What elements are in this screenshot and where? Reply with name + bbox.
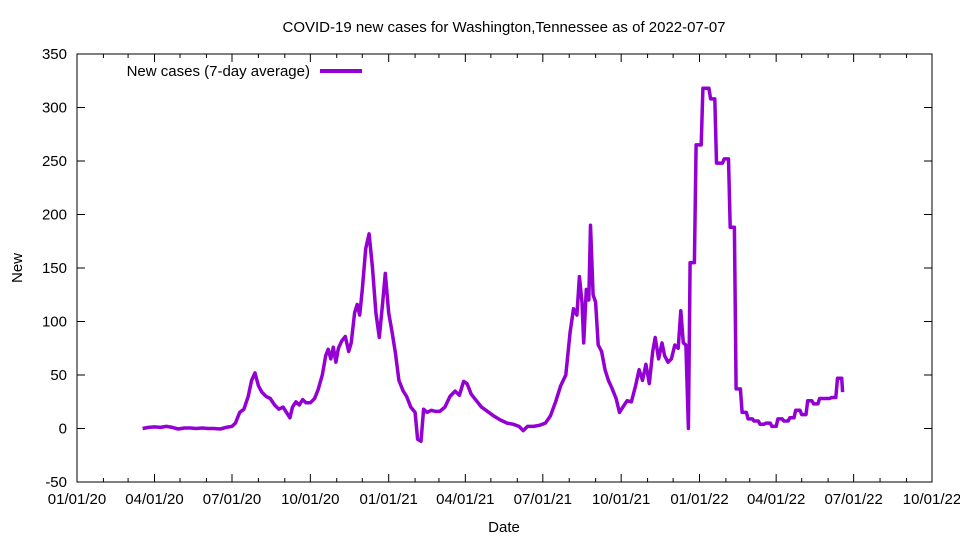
x-tick-label: 01/01/22 xyxy=(670,491,728,508)
x-tick-label: 01/01/21 xyxy=(359,491,417,508)
x-tick-label: 10/01/21 xyxy=(592,491,650,508)
x-tick-label: 07/01/21 xyxy=(514,491,572,508)
x-tick-label: 07/01/22 xyxy=(824,491,882,508)
y-tick-label: 200 xyxy=(42,207,67,224)
y-tick-label: -50 xyxy=(45,474,67,491)
y-tick-label: 50 xyxy=(50,367,67,384)
x-tick-label: 04/01/20 xyxy=(125,491,183,508)
x-tick-label: 10/01/22 xyxy=(903,491,960,508)
legend: New cases (7-day average) xyxy=(127,63,362,80)
y-tick-label: 300 xyxy=(42,100,67,117)
legend-label: New cases (7-day average) xyxy=(127,63,310,80)
x-tick-label: 04/01/21 xyxy=(436,491,494,508)
y-tick-label: 350 xyxy=(42,46,67,63)
y-tick-label: 150 xyxy=(42,260,67,277)
plot-frame xyxy=(76,53,933,483)
y-tick-label: 250 xyxy=(42,153,67,170)
y-axis-ticks: -50 0 50 100 150 200 250 300 350 xyxy=(42,46,932,491)
x-tick-label: 07/01/20 xyxy=(203,491,261,508)
x-tick-label: 01/01/20 xyxy=(48,491,106,508)
x-axis-label: Date xyxy=(488,519,520,536)
series-group xyxy=(142,86,845,444)
x-axis-ticks: 01/01/20 04/01/20 07/01/20 10/01/20 01/01/21… xyxy=(48,54,960,508)
x-tick-label: 04/01/22 xyxy=(747,491,805,508)
chart-title: COVID-19 new cases for Washington,Tennes… xyxy=(282,19,725,36)
y-tick-label: 0 xyxy=(59,421,67,438)
y-axis-label: New xyxy=(9,253,26,283)
series-line xyxy=(142,86,845,444)
x-tick-label: 10/01/20 xyxy=(281,491,339,508)
y-tick-label: 100 xyxy=(42,314,67,331)
